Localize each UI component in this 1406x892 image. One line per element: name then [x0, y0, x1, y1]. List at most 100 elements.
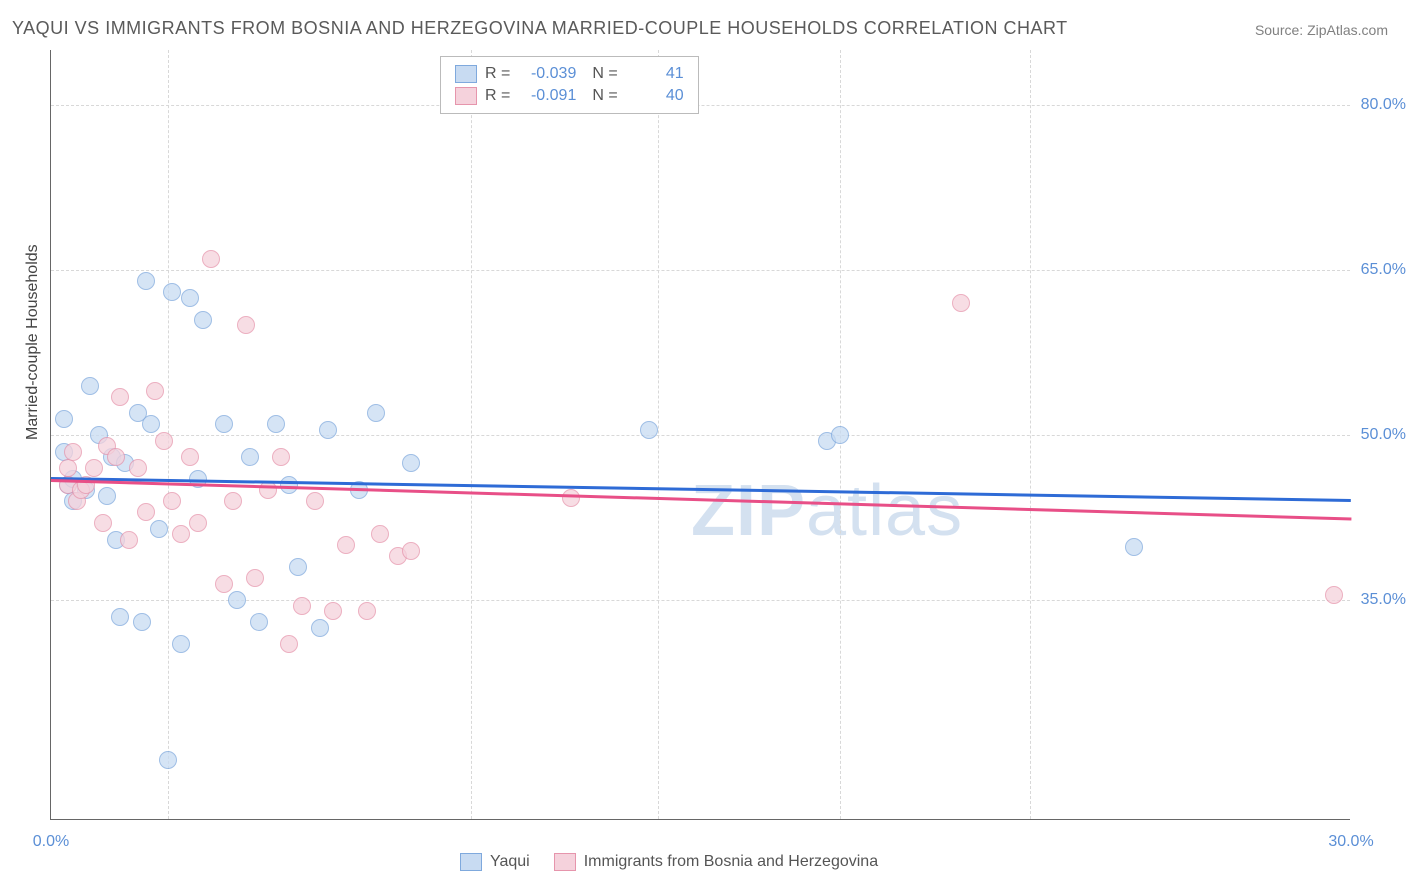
data-point — [224, 492, 242, 510]
data-point — [137, 503, 155, 521]
legend-correlation: R = -0.039 N = 41 R = -0.091 N = 40 — [440, 56, 699, 114]
data-point — [133, 613, 151, 631]
n-label: N = — [592, 87, 617, 105]
source-label: Source: ZipAtlas.com — [1255, 22, 1388, 38]
data-point — [120, 531, 138, 549]
data-point — [306, 492, 324, 510]
data-point — [107, 448, 125, 466]
gridline-h — [51, 270, 1350, 271]
gridline-h — [51, 105, 1350, 106]
y-tick-label: 80.0% — [1361, 96, 1406, 114]
y-tick-label: 35.0% — [1361, 591, 1406, 609]
legend-label-1: Immigrants from Bosnia and Herzegovina — [584, 853, 878, 871]
data-point — [215, 415, 233, 433]
data-point — [237, 316, 255, 334]
watermark-bold: ZIP — [691, 471, 806, 551]
data-point — [289, 558, 307, 576]
data-point — [111, 608, 129, 626]
data-point — [172, 635, 190, 653]
data-point — [181, 289, 199, 307]
data-point — [146, 382, 164, 400]
y-tick-label: 65.0% — [1361, 261, 1406, 279]
legend-row-series-1: R = -0.091 N = 40 — [455, 85, 684, 107]
trend-line — [51, 479, 1351, 520]
legend-series: Yaqui Immigrants from Bosnia and Herzego… — [460, 853, 878, 871]
r-value-1: -0.091 — [518, 87, 576, 105]
legend-row-series-0: R = -0.039 N = 41 — [455, 63, 684, 85]
data-point — [952, 294, 970, 312]
r-label: R = — [485, 87, 510, 105]
data-point — [562, 489, 580, 507]
data-point — [1325, 586, 1343, 604]
data-point — [150, 520, 168, 538]
data-point — [81, 377, 99, 395]
data-point — [129, 459, 147, 477]
data-point — [259, 481, 277, 499]
data-point — [293, 597, 311, 615]
gridline-v — [658, 50, 659, 819]
data-point — [324, 602, 342, 620]
data-point — [111, 388, 129, 406]
x-tick-label: 0.0% — [33, 833, 69, 851]
data-point — [402, 454, 420, 472]
data-point — [272, 448, 290, 466]
y-tick-label: 50.0% — [1361, 426, 1406, 444]
watermark-rest: atlas — [806, 471, 963, 551]
data-point — [215, 575, 233, 593]
data-point — [194, 311, 212, 329]
swatch-series-1 — [554, 853, 576, 871]
data-point — [311, 619, 329, 637]
data-point — [159, 751, 177, 769]
watermark: ZIPatlas — [691, 470, 963, 552]
data-point — [228, 591, 246, 609]
swatch-series-0 — [455, 65, 477, 83]
data-point — [181, 448, 199, 466]
y-axis-title: Married-couple Households — [24, 244, 42, 440]
data-point — [280, 476, 298, 494]
data-point — [172, 525, 190, 543]
data-point — [163, 492, 181, 510]
data-point — [371, 525, 389, 543]
legend-item-1: Immigrants from Bosnia and Herzegovina — [554, 853, 878, 871]
gridline-h — [51, 435, 1350, 436]
data-point — [94, 514, 112, 532]
plot-area: ZIPatlas 35.0%50.0%65.0%80.0%0.0%30.0% — [50, 50, 1350, 820]
data-point — [155, 432, 173, 450]
chart-container: YAQUI VS IMMIGRANTS FROM BOSNIA AND HERZ… — [0, 0, 1406, 892]
data-point — [189, 514, 207, 532]
n-value-1: 40 — [626, 87, 684, 105]
swatch-series-1 — [455, 87, 477, 105]
data-point — [280, 635, 298, 653]
data-point — [98, 487, 116, 505]
data-point — [241, 448, 259, 466]
data-point — [337, 536, 355, 554]
data-point — [267, 415, 285, 433]
data-point — [163, 283, 181, 301]
data-point — [64, 443, 82, 461]
data-point — [402, 542, 420, 560]
data-point — [85, 459, 103, 477]
data-point — [640, 421, 658, 439]
data-point — [358, 602, 376, 620]
x-tick-label: 30.0% — [1328, 833, 1373, 851]
data-point — [202, 250, 220, 268]
data-point — [831, 426, 849, 444]
gridline-v — [1030, 50, 1031, 819]
r-value-0: -0.039 — [518, 65, 576, 83]
legend-label-0: Yaqui — [490, 853, 530, 871]
data-point — [137, 272, 155, 290]
swatch-series-0 — [460, 853, 482, 871]
data-point — [367, 404, 385, 422]
gridline-v — [471, 50, 472, 819]
chart-title: YAQUI VS IMMIGRANTS FROM BOSNIA AND HERZ… — [12, 18, 1068, 39]
data-point — [246, 569, 264, 587]
data-point — [55, 410, 73, 428]
data-point — [250, 613, 268, 631]
data-point — [319, 421, 337, 439]
data-point — [59, 459, 77, 477]
r-label: R = — [485, 65, 510, 83]
data-point — [142, 415, 160, 433]
n-value-0: 41 — [626, 65, 684, 83]
n-label: N = — [592, 65, 617, 83]
data-point — [1125, 538, 1143, 556]
